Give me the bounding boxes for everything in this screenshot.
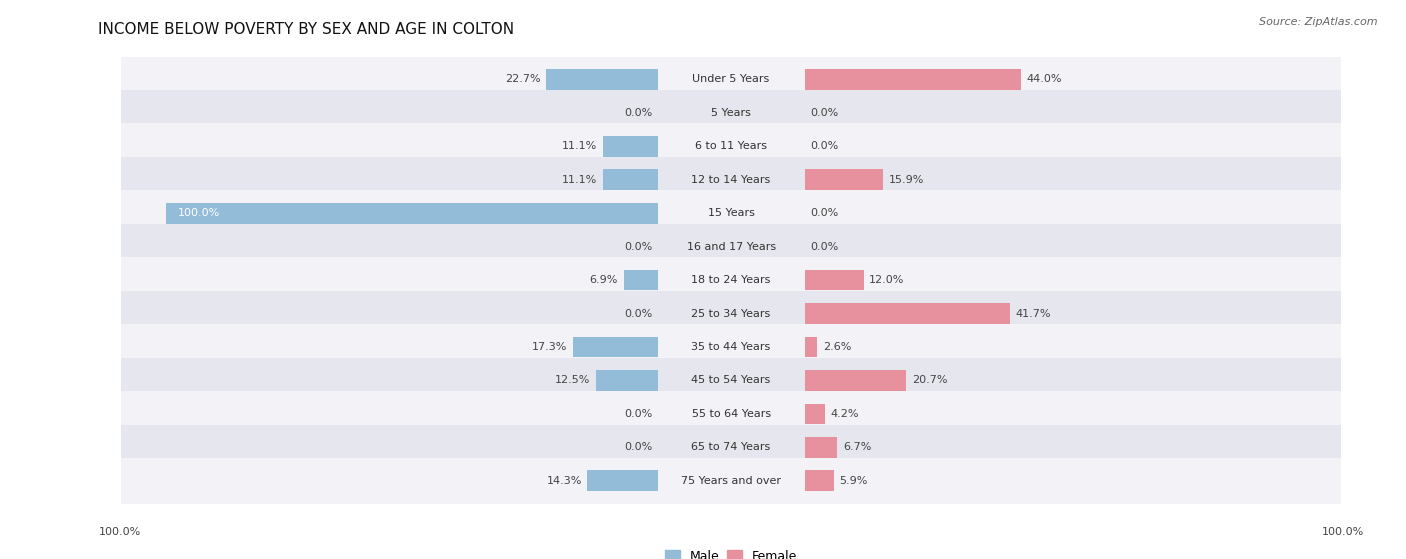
Bar — [121, 358, 1341, 403]
Bar — [804, 404, 825, 424]
Text: 16 and 17 Years: 16 and 17 Years — [686, 241, 776, 252]
Bar — [804, 69, 1021, 89]
Text: INCOME BELOW POVERTY BY SEX AND AGE IN COLTON: INCOME BELOW POVERTY BY SEX AND AGE IN C… — [98, 22, 515, 37]
Text: 6.7%: 6.7% — [844, 442, 872, 452]
Text: 17.3%: 17.3% — [531, 342, 567, 352]
Bar — [546, 69, 658, 89]
Text: 5.9%: 5.9% — [839, 476, 868, 486]
Text: 12.5%: 12.5% — [555, 376, 591, 386]
Text: Under 5 Years: Under 5 Years — [693, 74, 769, 84]
Text: 11.1%: 11.1% — [562, 141, 598, 151]
Text: 12 to 14 Years: 12 to 14 Years — [692, 175, 770, 184]
Text: 45 to 54 Years: 45 to 54 Years — [692, 376, 770, 386]
Bar — [121, 257, 1341, 303]
Text: 14.3%: 14.3% — [547, 476, 582, 486]
Bar — [624, 269, 658, 291]
Bar — [804, 169, 883, 190]
Text: 35 to 44 Years: 35 to 44 Years — [692, 342, 770, 352]
Bar — [804, 471, 834, 491]
Text: 22.7%: 22.7% — [505, 74, 540, 84]
Legend: Male, Female: Male, Female — [659, 544, 803, 559]
Bar — [166, 203, 658, 224]
Text: 44.0%: 44.0% — [1026, 74, 1062, 84]
Text: 75 Years and over: 75 Years and over — [681, 476, 782, 486]
Bar — [121, 124, 1341, 169]
Bar — [603, 169, 658, 190]
Bar — [121, 56, 1341, 102]
Text: 15 Years: 15 Years — [707, 208, 755, 218]
Text: 55 to 64 Years: 55 to 64 Years — [692, 409, 770, 419]
Bar — [121, 224, 1341, 269]
Bar — [121, 157, 1341, 202]
Bar — [596, 370, 658, 391]
Bar — [121, 424, 1341, 470]
Bar — [804, 370, 907, 391]
Text: 100.0%: 100.0% — [177, 208, 219, 218]
Bar — [804, 269, 863, 291]
Text: 100.0%: 100.0% — [1322, 527, 1364, 537]
Bar — [121, 458, 1341, 504]
Text: 11.1%: 11.1% — [562, 175, 598, 184]
Bar — [804, 437, 838, 458]
Bar — [804, 337, 817, 357]
Text: 100.0%: 100.0% — [98, 527, 141, 537]
Text: 18 to 24 Years: 18 to 24 Years — [692, 275, 770, 285]
Text: 2.6%: 2.6% — [823, 342, 852, 352]
Text: 25 to 34 Years: 25 to 34 Years — [692, 309, 770, 319]
Text: 5 Years: 5 Years — [711, 108, 751, 118]
Bar — [121, 391, 1341, 437]
Text: 6.9%: 6.9% — [589, 275, 619, 285]
Bar — [121, 324, 1341, 370]
Bar — [121, 190, 1341, 236]
Text: 65 to 74 Years: 65 to 74 Years — [692, 442, 770, 452]
Text: 20.7%: 20.7% — [912, 376, 948, 386]
Text: Source: ZipAtlas.com: Source: ZipAtlas.com — [1260, 17, 1378, 27]
Text: 12.0%: 12.0% — [869, 275, 904, 285]
Text: 41.7%: 41.7% — [1015, 309, 1050, 319]
Text: 0.0%: 0.0% — [624, 241, 652, 252]
Bar — [572, 337, 658, 357]
Text: 6 to 11 Years: 6 to 11 Years — [695, 141, 768, 151]
Text: 0.0%: 0.0% — [810, 241, 838, 252]
Bar — [588, 471, 658, 491]
Text: 15.9%: 15.9% — [889, 175, 924, 184]
Text: 0.0%: 0.0% — [624, 309, 652, 319]
Bar — [121, 90, 1341, 136]
Text: 0.0%: 0.0% — [810, 208, 838, 218]
Text: 0.0%: 0.0% — [624, 409, 652, 419]
Bar — [603, 136, 658, 157]
Text: 0.0%: 0.0% — [624, 108, 652, 118]
Text: 0.0%: 0.0% — [810, 108, 838, 118]
Text: 0.0%: 0.0% — [624, 442, 652, 452]
Text: 0.0%: 0.0% — [810, 141, 838, 151]
Bar — [121, 291, 1341, 337]
Text: 4.2%: 4.2% — [831, 409, 859, 419]
Bar — [804, 303, 1010, 324]
